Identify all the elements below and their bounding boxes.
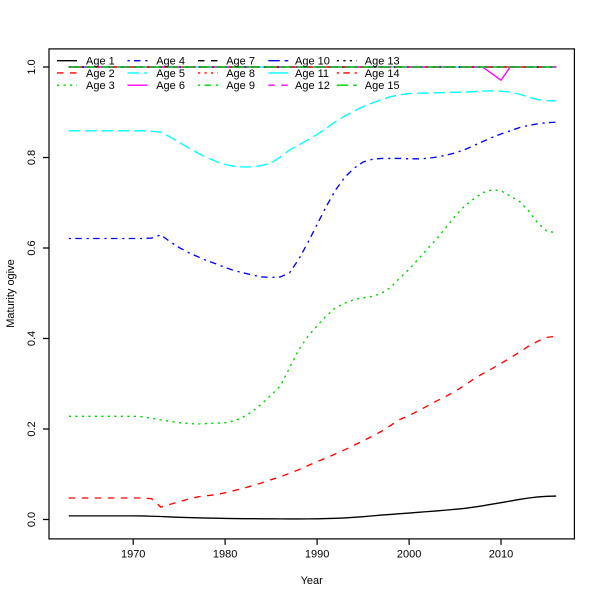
svg-text:0.4: 0.4 xyxy=(26,331,38,346)
svg-text:2010: 2010 xyxy=(489,549,513,561)
svg-text:Age 3: Age 3 xyxy=(86,80,115,92)
svg-text:Age 14: Age 14 xyxy=(365,68,400,80)
svg-text:1970: 1970 xyxy=(121,549,145,561)
svg-text:Maturity ogive: Maturity ogive xyxy=(5,259,17,327)
svg-text:1980: 1980 xyxy=(213,549,237,561)
svg-text:Age 1: Age 1 xyxy=(86,56,115,68)
svg-text:0.6: 0.6 xyxy=(26,240,38,255)
svg-text:Age 4: Age 4 xyxy=(156,56,185,68)
svg-text:Age 2: Age 2 xyxy=(86,68,115,80)
svg-text:Age 13: Age 13 xyxy=(365,56,400,68)
svg-text:0.2: 0.2 xyxy=(26,421,38,436)
svg-text:Age 7: Age 7 xyxy=(226,56,255,68)
svg-text:Age 8: Age 8 xyxy=(226,68,255,80)
svg-text:1990: 1990 xyxy=(305,549,329,561)
svg-text:0.0: 0.0 xyxy=(26,512,38,527)
svg-text:Age 6: Age 6 xyxy=(156,80,185,92)
svg-text:Age 5: Age 5 xyxy=(156,68,185,80)
svg-text:2000: 2000 xyxy=(397,549,421,561)
svg-text:1.0: 1.0 xyxy=(26,59,38,74)
svg-text:Age 9: Age 9 xyxy=(226,80,255,92)
svg-text:0.8: 0.8 xyxy=(26,150,38,165)
svg-text:Age 11: Age 11 xyxy=(295,68,329,80)
svg-text:Age 15: Age 15 xyxy=(365,80,400,92)
svg-text:Age 12: Age 12 xyxy=(295,80,330,92)
svg-text:Year: Year xyxy=(301,575,324,587)
svg-text:Age 10: Age 10 xyxy=(295,56,330,68)
